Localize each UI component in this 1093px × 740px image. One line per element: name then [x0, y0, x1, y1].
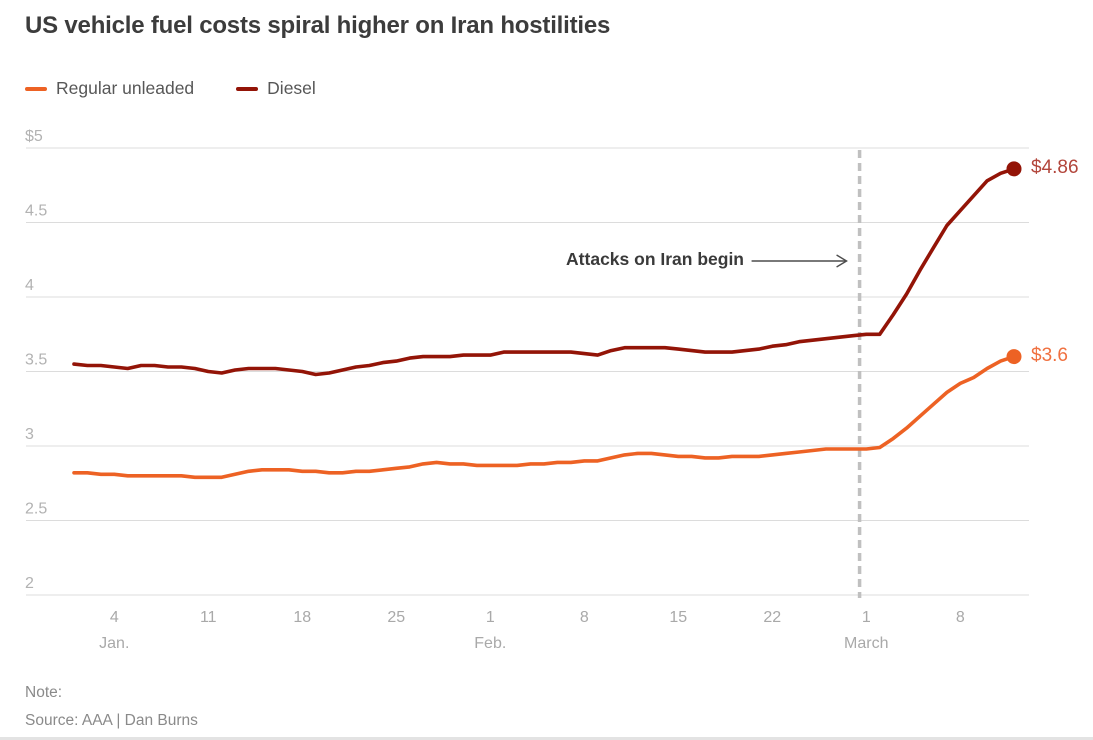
x-axis-tick-label: 1: [486, 609, 495, 626]
regular-unleaded-end-dot: [1006, 349, 1022, 365]
y-axis-tick-label: 4.5: [25, 203, 47, 220]
x-axis-tick-label: 1: [862, 609, 871, 626]
bottom-divider: [0, 737, 1093, 740]
x-axis-tick-label: 8: [580, 609, 589, 626]
x-axis-month-label: March: [844, 635, 888, 652]
footnote: Note:: [25, 684, 63, 701]
page-title: US vehicle fuel costs spiral higher on I…: [25, 12, 611, 39]
diesel-end-dot: [1006, 161, 1022, 177]
x-axis-tick-label: 22: [763, 609, 781, 626]
x-axis-tick-label: 8: [956, 609, 965, 626]
x-axis-tick-label: 25: [387, 609, 405, 626]
x-axis-tick-label: 18: [293, 609, 311, 626]
diesel-swatch: [236, 86, 259, 91]
diesel-end-label: $4.86: [1031, 156, 1079, 178]
legend-label: Diesel: [267, 78, 316, 98]
legend-item-diesel: Diesel: [236, 78, 316, 99]
regular-unleaded-line: [72, 354, 1016, 480]
legend-item-regular-unleaded: Regular unleaded: [25, 78, 194, 99]
y-axis-tick-label: 3.5: [25, 352, 47, 369]
annotation-attacks-on-iran: Attacks on Iran begin: [566, 249, 744, 269]
x-axis-month-label: Jan.: [99, 635, 129, 652]
regular-unleaded-swatch: [25, 86, 47, 91]
y-axis-tick-label: 3: [25, 426, 34, 443]
legend-label: Regular unleaded: [56, 78, 195, 98]
y-axis-tick-label: 2: [25, 575, 34, 592]
x-axis-tick-label: 4: [110, 609, 119, 626]
annotation-arrowhead: [836, 254, 848, 268]
diesel-line: [72, 167, 1016, 377]
regular-unleaded-end-label: $3.6: [1031, 344, 1068, 366]
x-axis-tick-label: 11: [200, 609, 217, 626]
y-axis-tick-label: $5: [25, 128, 43, 145]
x-axis-tick-label: 15: [669, 609, 687, 626]
y-axis-tick-label: 2.5: [25, 501, 47, 518]
x-axis-month-label: Feb.: [474, 635, 506, 652]
y-axis-tick-label: 4: [25, 277, 34, 294]
chart-legend: Regular unleaded Diesel: [25, 78, 358, 99]
source-credit: Source: AAA | Dan Burns: [25, 712, 198, 729]
